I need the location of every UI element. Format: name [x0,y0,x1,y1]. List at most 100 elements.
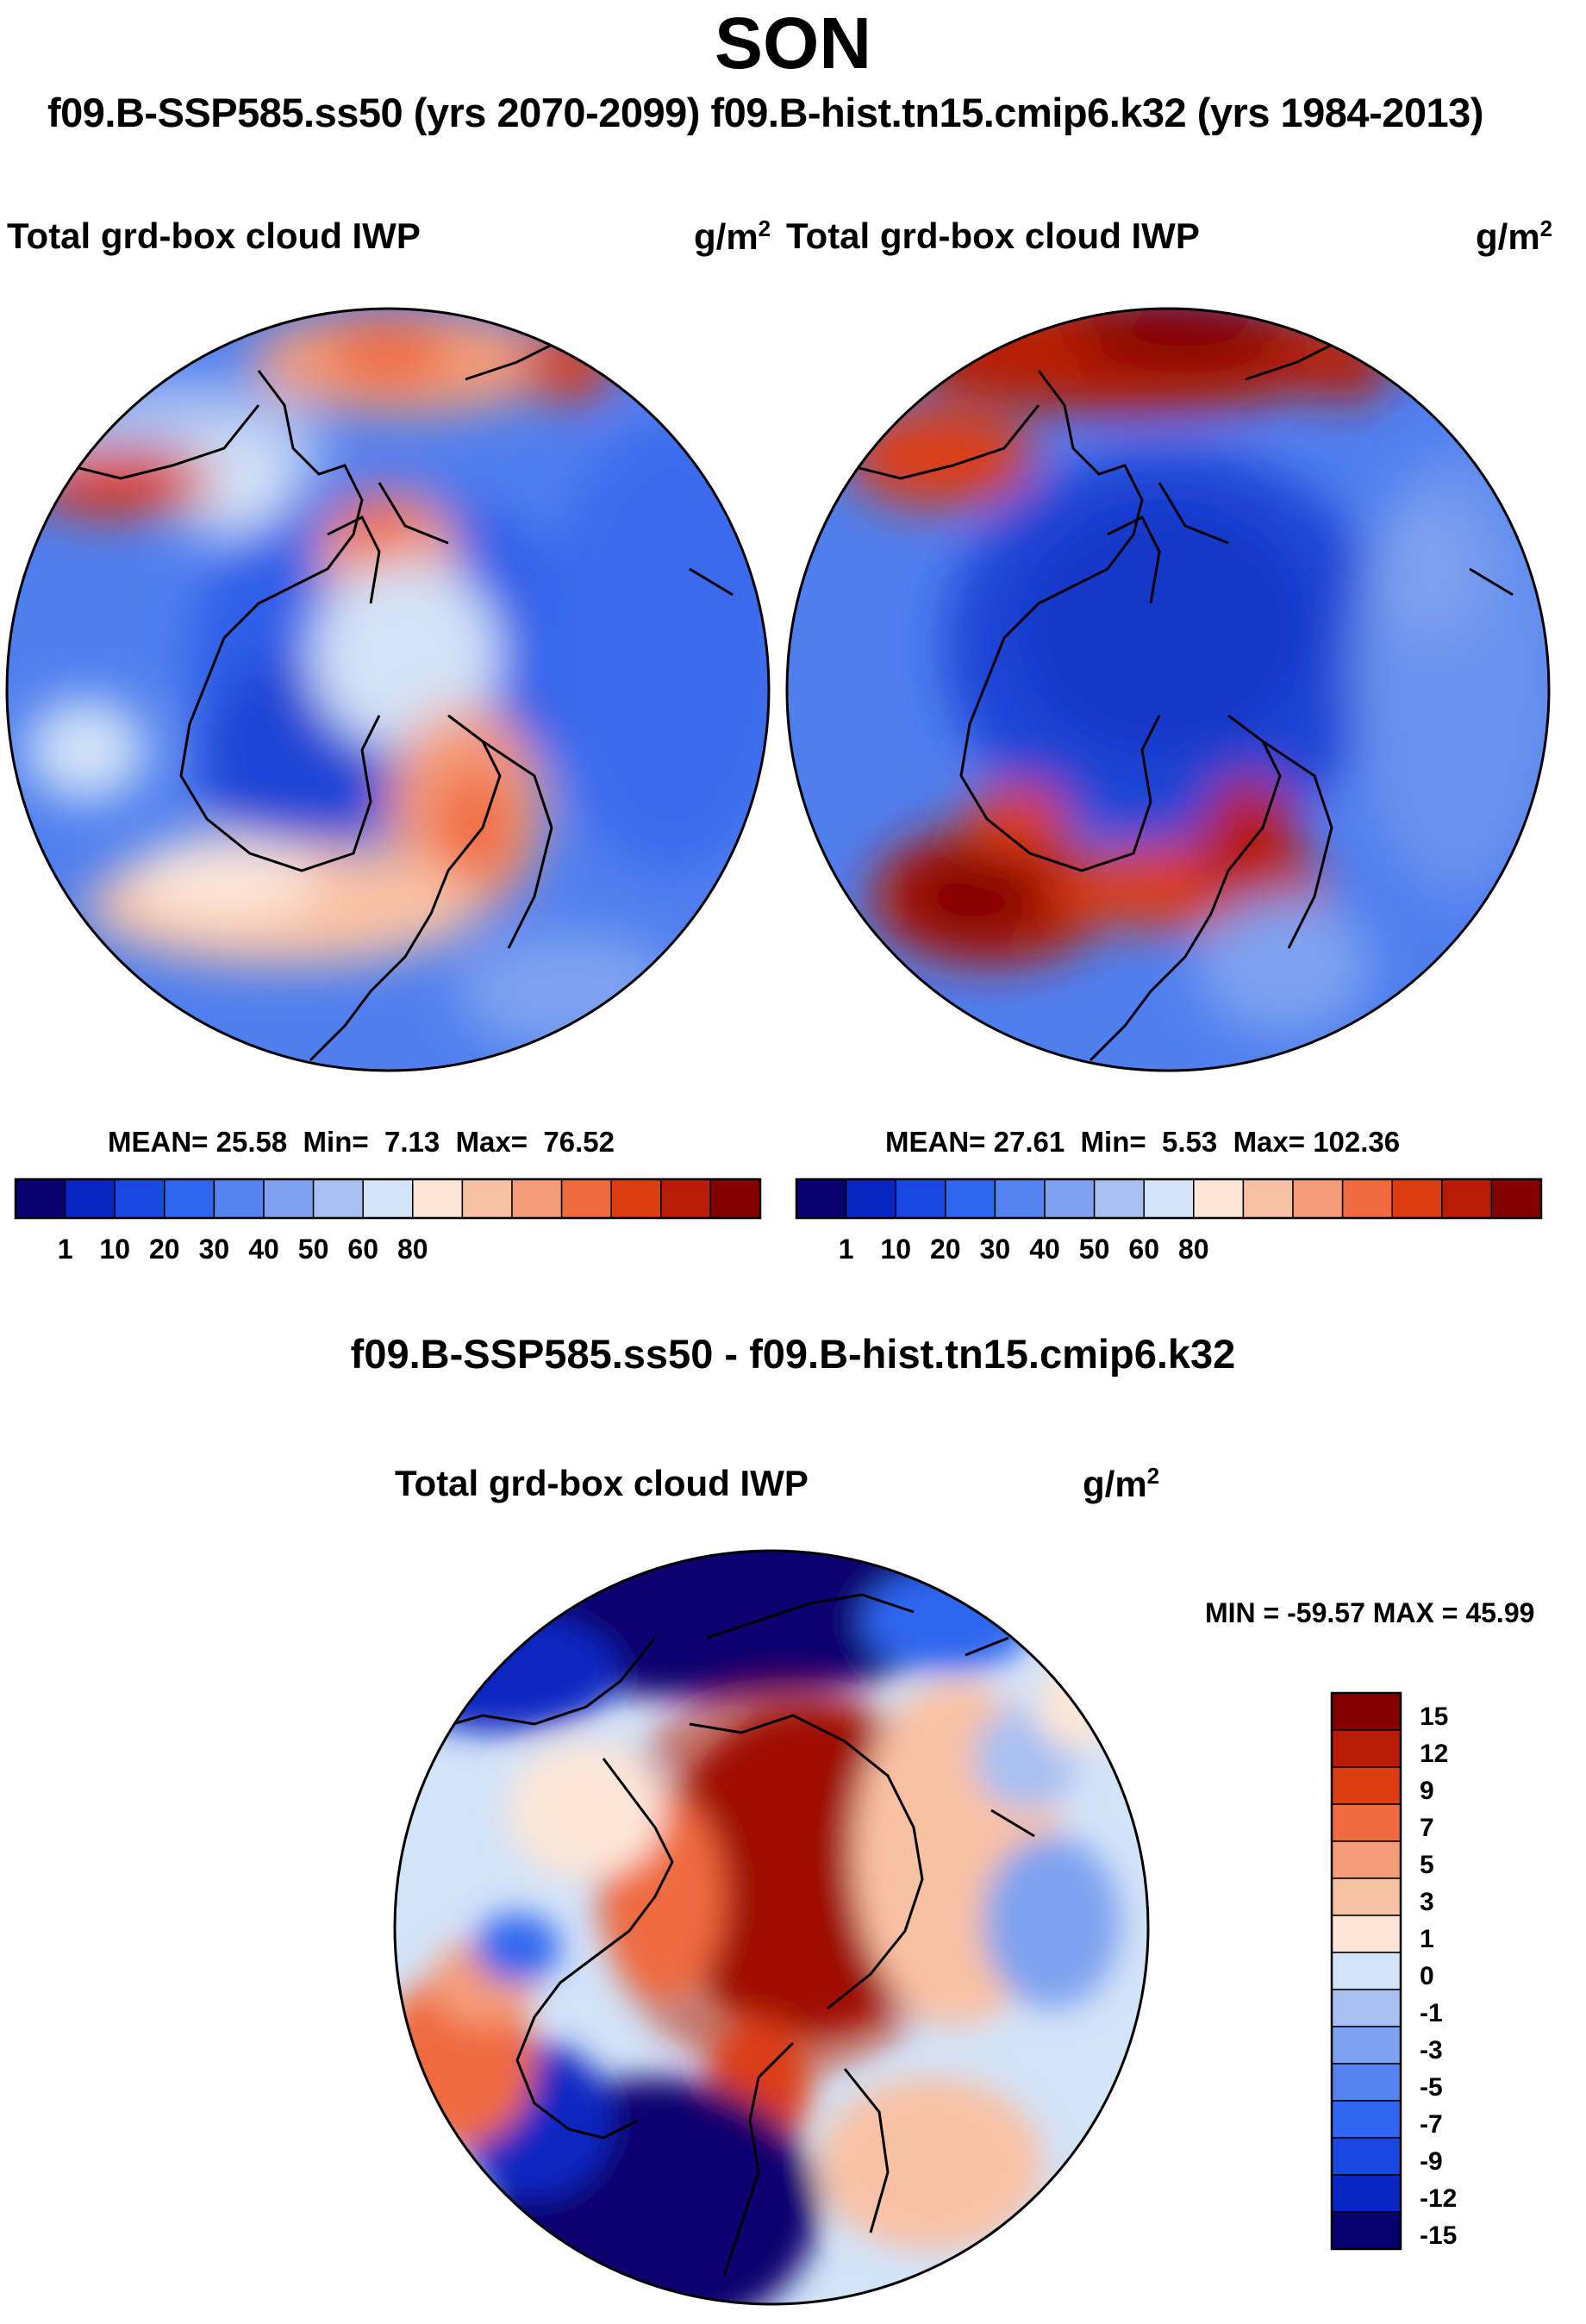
difference-colorbar-tick-label: -5 [1420,2073,1443,2102]
right-colorbar: 1 10 20 30 40 50 60 80 [795,1178,1543,1265]
difference-colorbar-box [1331,1877,1402,1916]
right-colorbar-tick-label: 50 [1079,1234,1110,1265]
right-max-value: 102.36 [1313,1126,1401,1158]
right-colorbar-box [1193,1178,1245,1219]
left-panel-units: g/m2 [694,216,771,258]
difference-colorbar-box [1331,1952,1402,1990]
difference-colorbar-frame [1330,1691,1402,2251]
left-colorbar-tick-label: 1 [58,1234,73,1265]
right-colorbar-box [1044,1178,1096,1219]
left-mean-value: 25.58 [215,1126,288,1158]
right-colorbar-box [1341,1178,1393,1219]
left-panel-stats: MEAN= 25.58 Min= 7.13 Max= 76.52 [108,1126,615,1159]
right-colorbar-box [994,1178,1046,1219]
difference-colorbar-box [1331,2100,1402,2139]
right-colorbar-box [945,1178,996,1219]
difference-colorbar-box [1331,1803,1402,1842]
right-colorbar-box [1490,1178,1542,1219]
right-units-base: g/m [1476,216,1540,257]
left-colorbar-box [412,1178,464,1219]
left-colorbar-tick-label: 30 [199,1234,230,1265]
difference-units: g/m2 [1083,1463,1159,1505]
left-mean-label: MEAN= [108,1126,209,1158]
difference-colorbar-box [1331,2026,1402,2065]
left-colorbar-box [610,1178,662,1219]
left-colorbar-box [660,1178,712,1219]
left-colorbar-box [560,1178,612,1219]
left-colorbar-frame [14,1178,762,1220]
difference-colorbar-tick-label: 9 [1420,1777,1434,1805]
difference-colorbar: 15 12 9 7 5 3 1 0 -1 -3 -5 -7 -9 -12 -15 [1330,1691,1457,2251]
left-colorbar-box [15,1178,66,1219]
difference-colorbar-box [1331,2063,1402,2102]
difference-colorbar-box [1331,2137,1402,2176]
left-polar-map [5,307,771,1072]
left-colorbar-tick-label: 10 [99,1234,130,1265]
difference-title: f09.B-SSP585.ss50 - f09.B-hist.tn15.cmip… [350,1331,1236,1377]
difference-colorbar-tick-label: 1 [1420,1925,1434,1953]
right-min-value: 5.53 [1161,1126,1218,1158]
right-colorbar-box [1143,1178,1195,1219]
difference-colorbar-tick-label: -12 [1420,2184,1457,2213]
difference-colorbar-box [1331,1840,1402,1879]
right-mean-value: 27.61 [993,1126,1065,1158]
difference-colorbar-tick-label: 12 [1420,1740,1448,1768]
difference-colorbar-tick-label: -1 [1420,1999,1443,2027]
right-colorbar-box [1093,1178,1145,1219]
left-colorbar-box [511,1178,563,1219]
difference-variable: Total grd-box cloud IWP [395,1463,809,1503]
right-mean-label: MEAN= [885,1126,986,1158]
right-colorbar-frame [795,1178,1543,1220]
left-colorbar-tick-label: 80 [397,1234,428,1265]
left-colorbar-box [164,1178,215,1219]
left-min-label: Min= [303,1126,369,1158]
difference-colorbar-box [1331,1989,1402,2027]
figure-title: SON [714,3,872,84]
difference-map-boundary [393,1549,1150,2306]
right-colorbar-tick-label: 30 [980,1234,1011,1265]
left-colorbar-box [114,1178,165,1219]
right-units-exp: 2 [1539,216,1553,241]
left-units-base: g/m [694,216,759,257]
left-colorbar-tick-label: 50 [298,1234,329,1265]
left-colorbar-tick-label: 40 [248,1234,279,1265]
difference-colorbar-tick-label: -15 [1420,2221,1457,2250]
difference-colorbar-tick-label: 7 [1420,1814,1434,1842]
left-max-value: 76.52 [543,1126,615,1158]
difference-colorbar-tick-label: -3 [1420,2036,1443,2065]
difference-colorbar-box [1331,1692,1402,1731]
difference-colorbar-tick-label: -9 [1420,2147,1443,2176]
right-panel-variable: Total grd-box cloud IWP [786,216,1200,256]
difference-colorbar-tick-label: 15 [1420,1702,1448,1731]
right-polar-map [785,307,1551,1072]
difference-colorbar-tick-label: 3 [1420,1888,1434,1916]
difference-colorbar-box [1331,2211,1402,2250]
right-colorbar-box [1441,1178,1493,1219]
difference-colorbar-tick-label: 0 [1420,1962,1434,1990]
difference-colorbar-tick-label: 5 [1420,1851,1434,1879]
right-colorbar-box [1292,1178,1344,1219]
left-map-boundary [5,307,771,1072]
left-units-exp: 2 [758,216,771,241]
right-colorbar-tick-label: 1 [839,1234,854,1265]
right-colorbar-box [1242,1178,1294,1219]
right-panel-stats: MEAN= 27.61 Min= 5.53 Max= 102.36 [885,1126,1400,1159]
difference-colorbar-tick-label: -7 [1420,2110,1443,2139]
left-max-label: Max= [455,1126,528,1158]
diff-units-exp: 2 [1146,1463,1160,1489]
difference-colorbar-box [1331,2174,1402,2213]
right-colorbar-tick-label: 60 [1128,1234,1159,1265]
left-min-value: 7.13 [384,1126,440,1158]
left-colorbar-box [213,1178,265,1219]
difference-colorbar-box [1331,1729,1402,1768]
right-min-label: Min= [1080,1126,1146,1158]
left-colorbar: 1 10 20 30 40 50 60 80 [14,1178,762,1265]
right-map-boundary [785,307,1551,1072]
figure-subtitle: f09.B-SSP585.ss50 (yrs 2070-2099) f09.B-… [47,90,1483,135]
left-colorbar-box [312,1178,364,1219]
right-colorbar-box [796,1178,847,1219]
left-colorbar-box [64,1178,116,1219]
right-colorbar-tick-label: 10 [880,1234,911,1265]
left-colorbar-box [263,1178,315,1219]
